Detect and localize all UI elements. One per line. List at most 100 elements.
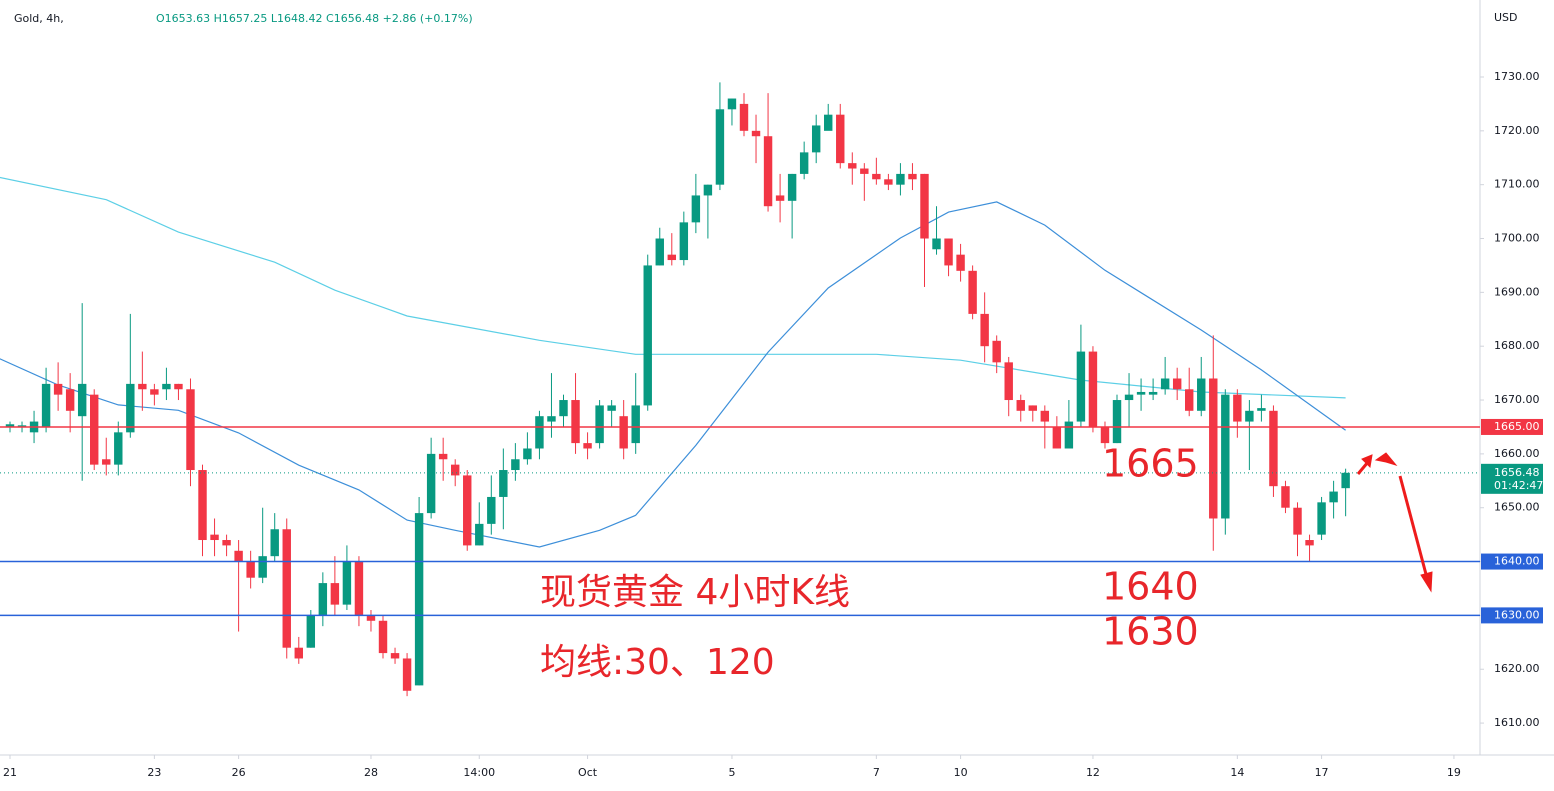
y-tick-label: 1670.00: [1494, 393, 1540, 406]
candle-body: [354, 561, 364, 616]
x-tick-label: 23: [147, 766, 161, 779]
candle-body: [679, 222, 689, 261]
candle-body: [475, 523, 484, 546]
candle-body: [270, 529, 279, 557]
annotation: 1665: [1102, 442, 1199, 486]
candle-body: [366, 615, 376, 621]
arrow: [1398, 475, 1429, 579]
level-label: 1630.00: [1494, 608, 1540, 621]
x-tick-label: 19: [1447, 766, 1461, 779]
candle-body: [1233, 394, 1242, 422]
candle-body: [535, 416, 544, 449]
candle-body: [655, 238, 664, 266]
candle-body: [1245, 410, 1254, 422]
candle-body: [378, 620, 388, 654]
y-tick-label: 1650.00: [1494, 501, 1540, 514]
candle-body: [463, 475, 472, 546]
candle-body: [1124, 394, 1134, 401]
candle-body: [1221, 394, 1230, 519]
y-tick-label: 1620.00: [1494, 662, 1540, 675]
y-tick-label: 1610.00: [1494, 716, 1540, 729]
candle-body: [438, 453, 448, 460]
candle-body: [174, 383, 183, 390]
level-label: 1665.00: [1494, 420, 1540, 433]
level-label-box: [1481, 607, 1543, 624]
x-tick-label: 5: [728, 766, 735, 779]
moving-average: [0, 201, 1346, 548]
last-price-label: 1656.48: [1494, 466, 1540, 479]
candle-body: [1052, 426, 1062, 449]
candle-body: [727, 98, 737, 110]
candle-body: [1209, 378, 1218, 519]
candle-body: [547, 416, 556, 422]
candle-body: [739, 103, 749, 131]
annotation: 1640: [1102, 565, 1199, 609]
candle-body: [138, 383, 147, 390]
candle-body: [1040, 410, 1050, 422]
candle-body: [751, 130, 761, 137]
candle-body: [306, 615, 316, 648]
candle-body: [390, 653, 400, 659]
candle-body: [162, 383, 171, 390]
annotation: 1630: [1102, 610, 1199, 654]
candle-body: [5, 424, 15, 427]
candle-body: [799, 152, 809, 174]
candle-body: [1305, 540, 1314, 546]
candle-body: [884, 179, 893, 185]
y-tick-label: 1660.00: [1494, 447, 1540, 460]
arrow-head: [1420, 571, 1433, 593]
candle-body: [1184, 389, 1194, 411]
plot: 1610.00 1620.00 1630.00 1640.00 1650.00 1660.…: [0, 70, 1543, 779]
candle-body: [1197, 378, 1206, 411]
candle-body: [968, 270, 977, 314]
x-tick-label: 14: [1230, 766, 1244, 779]
y-tick-label: 1690.00: [1494, 285, 1540, 298]
last-price-box: [1481, 463, 1543, 494]
candle-body: [102, 459, 111, 465]
candle-body: [1016, 400, 1025, 411]
x-tick-label: 12: [1086, 766, 1100, 779]
candle-body: [607, 405, 616, 411]
candle-body: [511, 459, 520, 471]
arrow-head: [1374, 452, 1398, 466]
candle-body: [896, 173, 905, 185]
level-label-box: [1481, 553, 1543, 570]
candle-body: [703, 184, 713, 196]
candle-body: [41, 383, 51, 427]
candle-body: [1293, 507, 1302, 535]
candle-body: [17, 425, 27, 427]
candle-body: [198, 470, 207, 541]
candle-body: [763, 136, 773, 207]
candle-body: [583, 443, 592, 449]
candle-body: [908, 173, 917, 180]
y-tick-label: 1720.00: [1494, 124, 1540, 137]
candle-body: [523, 448, 532, 460]
candle-body: [872, 173, 881, 180]
candle-body: [330, 583, 340, 605]
arrow-head: [1361, 454, 1373, 469]
candle-body: [114, 432, 123, 465]
x-tick-label: 10: [954, 766, 968, 779]
candle-body: [836, 114, 845, 164]
candle-body: [1088, 351, 1098, 427]
candle-body: [571, 400, 580, 444]
candle-body: [1257, 408, 1266, 411]
candle-body: [414, 513, 424, 686]
candle-body: [992, 340, 1001, 363]
candle-body: [499, 470, 508, 497]
candle-body: [1028, 405, 1037, 411]
candle-body: [1172, 378, 1182, 390]
candle-body: [210, 534, 219, 541]
candle-body: [53, 383, 63, 395]
candle-body: [944, 238, 953, 266]
candle-body: [282, 529, 291, 648]
x-tick-label: 14:00: [463, 766, 495, 779]
candle-body: [848, 163, 857, 169]
y-tick-label: 1680.00: [1494, 339, 1540, 352]
candle-body: [77, 383, 87, 417]
y-tick-label: 1730.00: [1494, 70, 1540, 83]
candle-body: [860, 168, 869, 174]
candle-body: [186, 389, 195, 471]
